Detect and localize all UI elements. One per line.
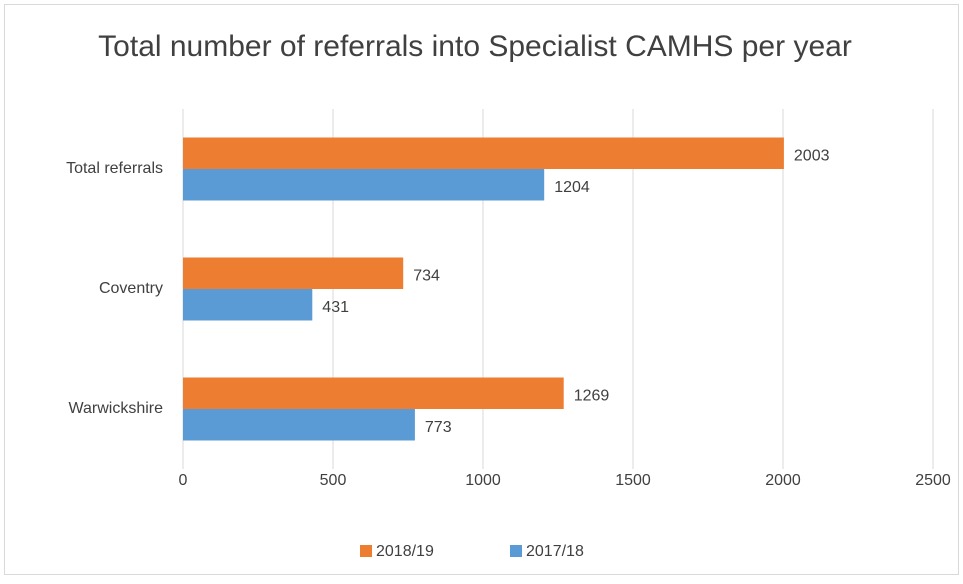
- bar: [183, 409, 415, 441]
- bar: [183, 377, 564, 409]
- data-label: 773: [425, 419, 452, 436]
- x-tick-label: 1000: [465, 472, 501, 489]
- y-tick-label: Total referrals: [66, 160, 163, 177]
- legend-label: 2018/19: [376, 543, 434, 560]
- x-tick-label: 2500: [915, 472, 951, 489]
- x-tick-label: 0: [179, 472, 188, 489]
- x-tick-label: 1500: [615, 472, 651, 489]
- data-label: 734: [413, 267, 440, 284]
- bar: [183, 137, 784, 169]
- y-tick-label: Coventry: [99, 280, 163, 297]
- chart-border: [4, 4, 959, 575]
- data-label: 2003: [794, 147, 830, 164]
- legend-label: 2017/18: [526, 543, 584, 560]
- legend-swatch: [510, 545, 522, 557]
- bar: [183, 169, 545, 201]
- data-label: 1204: [554, 179, 590, 196]
- x-tick-label: 2000: [765, 472, 801, 489]
- bar: [183, 257, 404, 289]
- y-tick-label: Warwickshire: [68, 400, 163, 417]
- bar: [183, 289, 313, 321]
- chart-title: Total number of referrals into Specialis…: [98, 30, 852, 63]
- x-tick-label: 500: [320, 472, 347, 489]
- legend-swatch: [360, 545, 372, 557]
- data-label: 1269: [574, 387, 610, 404]
- data-label: 431: [322, 299, 349, 316]
